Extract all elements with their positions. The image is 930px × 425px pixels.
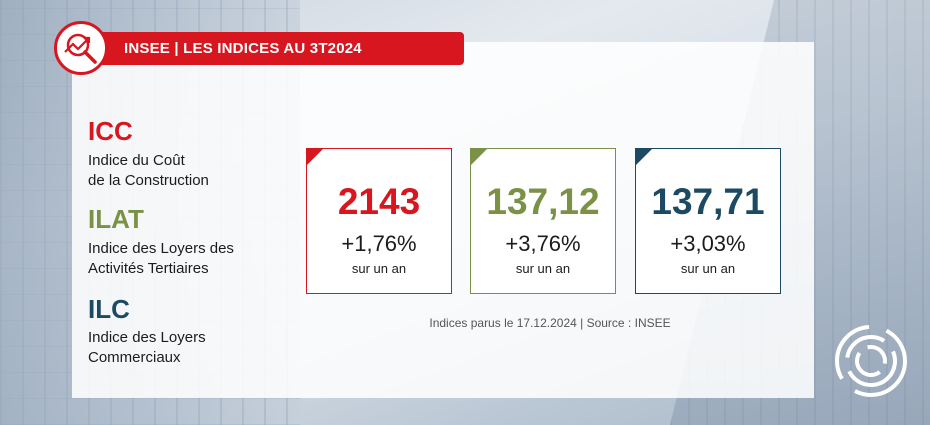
card-corner (306, 148, 324, 166)
card-period: sur un an (351, 261, 407, 276)
card-icc: 2143 +1,76% sur un an (306, 148, 452, 294)
index-desc-line: Indice des Loyers des (88, 240, 234, 257)
card-value: 137,12 (486, 181, 600, 222)
chart-magnifier-icon (54, 21, 108, 75)
index-desc-line: Indice des Loyers (88, 329, 206, 346)
card-change: +1,76% (341, 231, 417, 256)
index-desc-line: Indice du Coût (88, 152, 185, 169)
swirl-logo-icon (832, 322, 910, 400)
source-note: Indices parus le 17.12.2024 | Source : I… (429, 316, 671, 330)
index-code-ilat: ILAT (88, 204, 144, 234)
card-ilc: 137,71 +3,03% sur un an (635, 148, 781, 294)
index-desc-line: Activités Tertiaires (88, 260, 209, 277)
card-ilat: 137,12 +3,76% sur un an (470, 148, 616, 294)
card-corner (470, 148, 488, 166)
card-change: +3,03% (670, 231, 746, 256)
index-code-ilc: ILC (88, 294, 130, 324)
card-corner (635, 148, 653, 166)
index-desc-line: de la Construction (88, 172, 209, 189)
index-desc-ilat: Indice des Loyers des Activités Tertiair… (88, 239, 234, 279)
card-value: 2143 (337, 181, 421, 222)
banner-title: INSEE | LES INDICES AU 3T2024 (94, 32, 464, 65)
index-code-icc: ICC (88, 116, 133, 146)
index-desc-line: Commerciaux (88, 349, 181, 366)
card-change: +3,76% (505, 231, 581, 256)
index-desc-icc: Indice du Coût de la Construction (88, 151, 209, 191)
card-period: sur un an (680, 261, 736, 276)
card-period: sur un an (515, 261, 571, 276)
index-desc-ilc: Indice des Loyers Commerciaux (88, 328, 206, 368)
card-value: 137,71 (651, 181, 765, 222)
